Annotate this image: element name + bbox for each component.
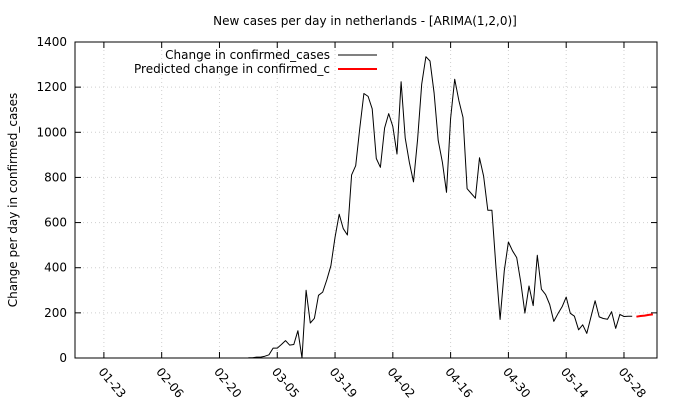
y-tick-label: 400 (44, 261, 67, 275)
legend-label-predicted: Predicted change in confirmed_c (134, 62, 330, 76)
legend-label-actual: Change in confirmed_cases (165, 48, 330, 62)
x-tick-label: 02-06 (153, 365, 186, 400)
y-tick-label: 1200 (36, 80, 67, 94)
x-tick-label: 03-19 (327, 365, 360, 400)
chart-title: New cases per day in netherlands - [ARIM… (213, 14, 517, 28)
y-tick-label: 800 (44, 170, 67, 184)
series-line-predicted (636, 313, 654, 318)
x-tick-label: 05-28 (616, 365, 649, 400)
x-tick-label: 02-20 (211, 365, 244, 400)
legend: Change in confirmed_cases Predicted chan… (134, 48, 377, 76)
x-tick-label: 05-14 (558, 365, 591, 400)
x-tick-label: 04-16 (442, 365, 475, 400)
y-tick-label: 1400 (36, 35, 67, 49)
grid-lines (75, 42, 657, 358)
x-tick-label: 01-23 (96, 365, 129, 400)
y-tick-label: 200 (44, 306, 67, 320)
y-axis-label: Change per day in confirmed_cases (6, 93, 20, 308)
series-line-actual (248, 56, 633, 359)
y-tick-label: 1000 (36, 125, 67, 139)
x-tick-label: 03-05 (269, 365, 302, 400)
x-tick-label: 04-02 (385, 365, 418, 400)
y-tick-label: 600 (44, 216, 67, 230)
y-axis: 0 200 400 600 800 1000 1200 1400 (36, 35, 657, 365)
x-tick-label: 04-30 (500, 365, 533, 400)
series-lines (248, 56, 654, 359)
y-tick-label: 0 (59, 351, 67, 365)
plot-frame (74, 41, 658, 359)
